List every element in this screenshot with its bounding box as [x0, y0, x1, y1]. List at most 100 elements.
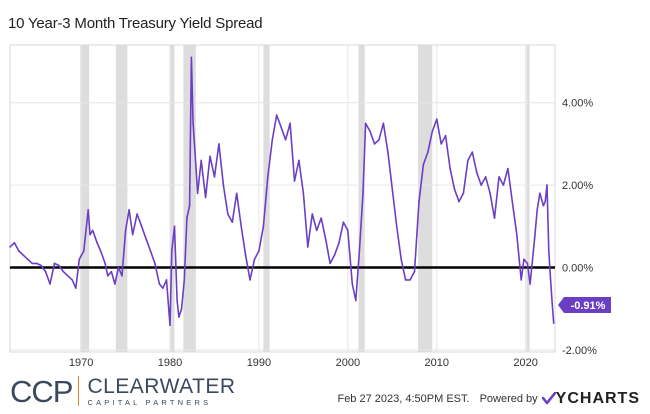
- x-tick-label: 1980: [158, 357, 182, 369]
- data-point: [258, 250, 260, 252]
- yield-spread-chart: 1970 1980 1990 2000 2010 2020 4.00% 2.00% 0.00%…: [9, 44, 611, 369]
- data-point: [271, 138, 274, 141]
- gridlines: [10, 45, 555, 352]
- data-point: [213, 176, 216, 178]
- data-point: [529, 283, 531, 285]
- data-point: [329, 262, 331, 265]
- chart-footer: Feb 27 2023, 4:50PM EST. Powered by YCHA…: [337, 390, 640, 408]
- ycharts-logo[interactable]: YCHARTS: [541, 390, 640, 408]
- plot-frame: [9, 44, 556, 353]
- data-point: [158, 283, 161, 285]
- data-point: [49, 283, 51, 285]
- data-point: [320, 217, 322, 219]
- data-point: [140, 225, 143, 228]
- data-point: [22, 254, 25, 256]
- data-point: [387, 151, 389, 153]
- data-point: [351, 283, 354, 285]
- data-point: [373, 143, 376, 145]
- data-point: [493, 217, 496, 219]
- chart-title: 10 Year-3 Month Treasury Yield Spread: [8, 15, 263, 32]
- data-point: [169, 324, 171, 327]
- data-point: [515, 233, 518, 236]
- data-point: [253, 258, 256, 261]
- data-point: [58, 264, 60, 267]
- data-point: [114, 283, 116, 285]
- data-point: [431, 130, 434, 133]
- logo-tagline: CAPITAL PARTNERS: [87, 397, 212, 407]
- data-point: [188, 204, 191, 207]
- logo-wordmark: CLEARWATER CAPITAL PARTNERS: [87, 376, 235, 407]
- data-point: [87, 209, 90, 211]
- data-point: [44, 270, 47, 273]
- data-point: [526, 262, 529, 265]
- data-point: [511, 200, 514, 203]
- data-point: [453, 188, 456, 191]
- data-point: [110, 270, 113, 273]
- data-point: [404, 279, 407, 281]
- data-point: [117, 266, 120, 269]
- timestamp: Feb 27 2023, 4:50PM EST.: [337, 393, 470, 405]
- data-point: [149, 250, 152, 252]
- data-point: [91, 229, 94, 232]
- data-point: [539, 192, 541, 195]
- data-point: [507, 167, 509, 170]
- data-point: [338, 241, 340, 244]
- data-point: [96, 241, 98, 244]
- series-layer: [9, 56, 555, 327]
- data-point: [391, 188, 394, 191]
- data-point: [204, 196, 207, 199]
- data-point: [413, 270, 416, 273]
- last-value-label: -0.91%: [571, 300, 606, 312]
- data-point: [280, 126, 282, 129]
- data-point: [444, 134, 447, 137]
- data-point: [121, 274, 123, 277]
- y-tick-label: -2.00%: [562, 345, 597, 357]
- recession-band: [170, 45, 175, 352]
- recession-band: [526, 45, 530, 352]
- data-point: [209, 155, 211, 158]
- data-point: [154, 262, 156, 265]
- recession-band: [358, 45, 365, 352]
- data-point: [82, 250, 85, 252]
- data-point: [520, 279, 523, 281]
- data-point: [502, 184, 505, 186]
- recession-band: [80, 45, 90, 352]
- data-point: [298, 159, 300, 162]
- data-point: [362, 192, 364, 195]
- data-point: [183, 279, 186, 281]
- data-point: [484, 176, 487, 178]
- data-point: [249, 279, 251, 281]
- data-point: [551, 304, 554, 306]
- x-tick-label: 2010: [425, 357, 449, 369]
- data-point: [418, 200, 420, 203]
- data-point: [222, 184, 225, 186]
- data-point: [18, 250, 20, 252]
- series-line: [9, 56, 555, 326]
- y-tick-label: 4.00%: [562, 98, 593, 110]
- data-point: [427, 151, 429, 153]
- data-point: [131, 233, 134, 236]
- data-point: [262, 225, 265, 228]
- data-point: [186, 217, 188, 219]
- data-point: [40, 264, 42, 267]
- data-point: [449, 167, 451, 170]
- data-point: [71, 279, 74, 281]
- data-point: [542, 204, 545, 207]
- data-point: [467, 159, 469, 162]
- logo-mark: CCP: [10, 373, 73, 409]
- data-point: [171, 250, 173, 252]
- data-point: [382, 122, 385, 125]
- y-tick-label: 2.00%: [562, 180, 593, 192]
- data-point: [106, 274, 109, 277]
- data-point: [190, 56, 193, 59]
- data-point: [53, 262, 56, 265]
- ycharts-wordmark: YCHARTS: [555, 390, 640, 407]
- data-point: [284, 138, 287, 141]
- data-point: [195, 163, 197, 166]
- data-point: [165, 279, 168, 281]
- clearwater-logo: CCP CLEARWATER CAPITAL PARTNERS: [10, 374, 236, 408]
- data-point: [549, 279, 552, 281]
- data-point: [523, 258, 525, 261]
- data-point: [145, 237, 147, 240]
- data-point: [347, 229, 349, 232]
